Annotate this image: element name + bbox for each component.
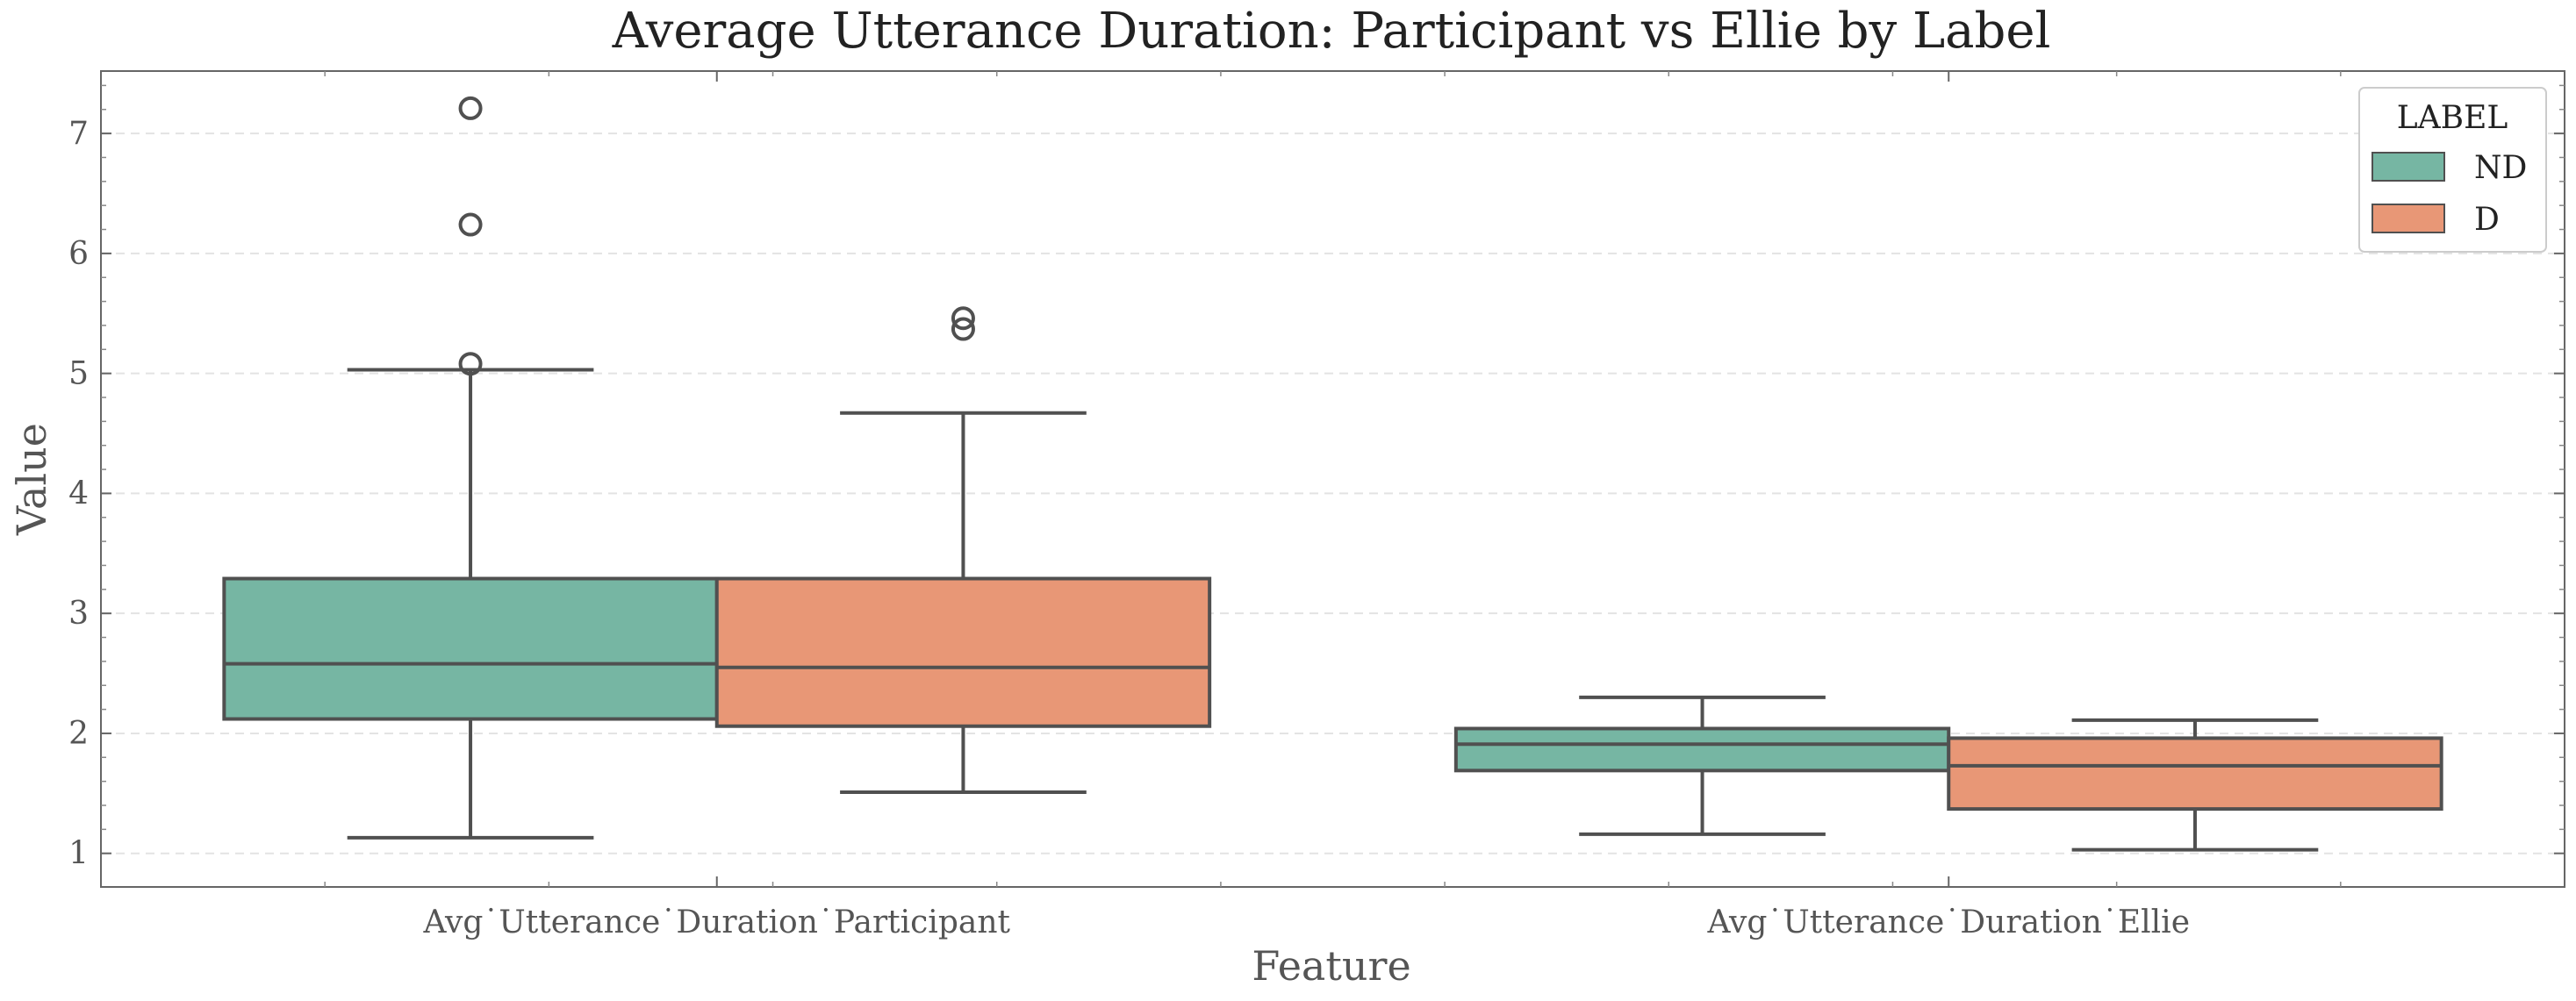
plot-frame [100, 70, 2565, 888]
box-nd-ellie [1453, 695, 1951, 836]
y-tick-label: 6 [68, 236, 89, 272]
x-axis-label: Feature [1252, 942, 1410, 990]
iqr-box [222, 576, 719, 721]
iqr-box [714, 576, 1212, 728]
legend-title: LABEL [2397, 100, 2508, 136]
y-tick-label: 4 [68, 475, 89, 511]
outlier-point [458, 352, 483, 376]
box-nd-participant [222, 96, 719, 840]
legend-label-nd: ND [2474, 150, 2527, 186]
legend: LABEL ND D [2358, 87, 2547, 253]
x-tick-label: Avg˙Utterance˙Duration˙Ellie [1706, 904, 2190, 940]
outlier-point [458, 212, 483, 237]
y-axis-ticks: 1 2 3 4 5 6 7 [68, 84, 2565, 872]
plot-boxes [222, 96, 2443, 852]
box-d-participant [714, 306, 1212, 794]
x-axis-ticks: Avg˙Utterance˙Duration˙Participant Avg˙Ut… [324, 71, 2342, 940]
legend-swatch-d [2371, 204, 2445, 233]
box-d-ellie [1947, 718, 2443, 852]
gridlines [101, 132, 2565, 854]
x-tick-label: Avg˙Utterance˙Duration˙Participant [423, 904, 1011, 940]
legend-label-d: D [2474, 202, 2500, 238]
outlier-point [951, 306, 975, 331]
y-tick-label: 1 [68, 836, 89, 872]
y-tick-label: 5 [68, 356, 89, 392]
y-axis-label: Value [8, 423, 55, 536]
y-tick-label: 7 [68, 116, 89, 152]
outlier-point [458, 96, 483, 120]
legend-swatch-nd [2371, 152, 2445, 182]
iqr-box [1947, 736, 2443, 812]
chart-title: Average Utterance Duration: Participant … [612, 3, 2051, 60]
iqr-box [1453, 726, 1951, 773]
y-tick-label: 2 [68, 716, 89, 752]
outlier-point [951, 317, 975, 341]
y-tick-label: 3 [68, 596, 89, 632]
